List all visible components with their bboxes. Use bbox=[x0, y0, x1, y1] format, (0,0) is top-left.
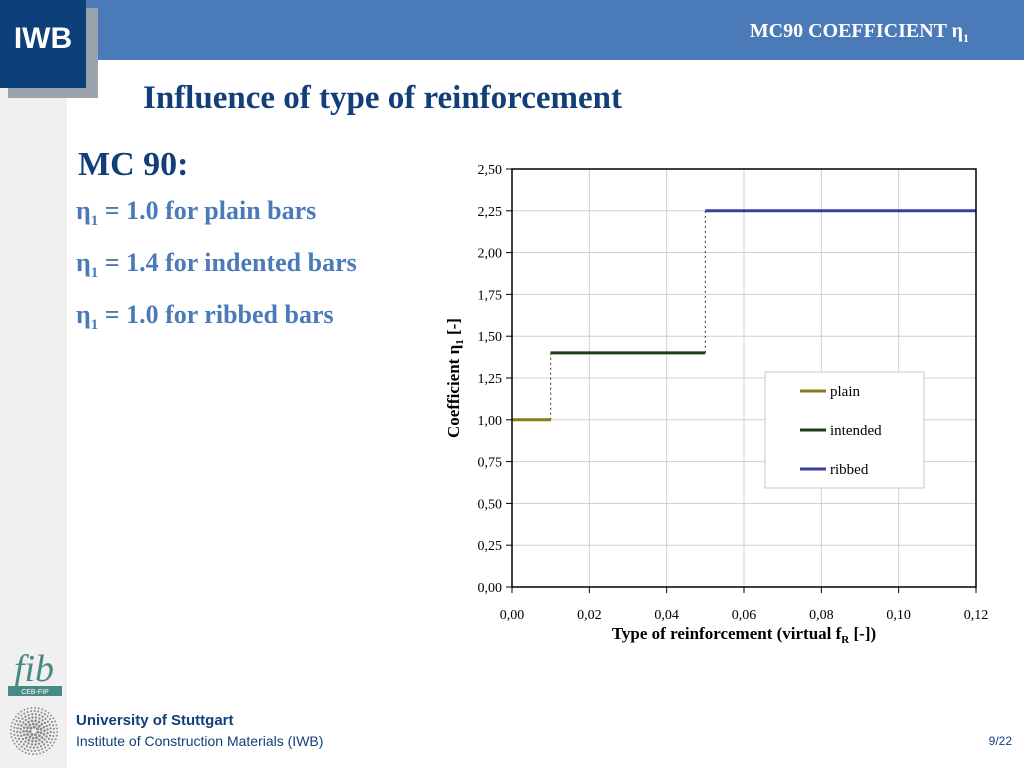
x-tick-label: 0,04 bbox=[654, 608, 679, 623]
university-logo-icon bbox=[9, 706, 59, 756]
coefficient-chart: 0,00 0,25 0,50 0,75 1,00 1,25 1,50 1,75 2,00 2,25… bbox=[444, 163, 989, 646]
page-number: 9/22 bbox=[988, 734, 1012, 748]
legend-label-intended: intended bbox=[830, 423, 882, 439]
bullet-indented: η1 = 1.4 for indented bars bbox=[76, 248, 357, 282]
left-strip bbox=[0, 0, 67, 768]
chart-legend: plain intended ribbed bbox=[764, 371, 925, 489]
chart-ticks: 0,00 0,25 0,50 0,75 1,00 1,25 1,50 1,75 2,00 2,25… bbox=[478, 163, 989, 623]
header-bar: MC90 COEFFICIENT η1 bbox=[86, 0, 1024, 60]
y-tick-label: 1,75 bbox=[478, 288, 503, 303]
y-axis-label: Coefficient η1 [-] bbox=[444, 318, 466, 438]
y-tick-label: 1,00 bbox=[478, 414, 503, 429]
chart-series bbox=[512, 209, 976, 422]
x-tick-label: 0,00 bbox=[500, 608, 525, 623]
iwb-logo-text: IWB bbox=[13, 22, 73, 55]
x-tick-label: 0,02 bbox=[577, 608, 602, 623]
y-tick-label: 2,00 bbox=[478, 247, 503, 262]
x-tick-label: 0,10 bbox=[886, 608, 911, 623]
y-tick-label: 0,00 bbox=[478, 581, 503, 596]
x-tick-label: 0,06 bbox=[732, 608, 757, 623]
footer-university: University of Stuttgart bbox=[76, 712, 234, 729]
legend-label-ribbed: ribbed bbox=[830, 462, 869, 478]
bullet-plain: η1 = 1.0 for plain bars bbox=[76, 196, 317, 230]
svg-text:fib: fib bbox=[14, 648, 54, 690]
svg-text:CEB-FIP: CEB-FIP bbox=[21, 689, 49, 696]
y-tick-label: 2,25 bbox=[478, 205, 503, 220]
page-title: Influence of type of reinforcement bbox=[143, 80, 622, 116]
y-tick-label: 1,50 bbox=[478, 330, 503, 345]
mc-heading: MC 90: bbox=[78, 146, 189, 183]
x-tick-label: 0,08 bbox=[809, 608, 834, 623]
header-title: MC90 COEFFICIENT η1 bbox=[749, 20, 969, 45]
y-tick-label: 0,25 bbox=[478, 539, 503, 554]
y-tick-label: 2,50 bbox=[478, 163, 503, 178]
fib-logo: fib CEB-FIP bbox=[8, 648, 62, 696]
x-axis-label: Type of reinforcement (virtual fR [-]) bbox=[612, 624, 876, 646]
legend-label-plain: plain bbox=[830, 384, 860, 400]
y-tick-label: 0,75 bbox=[478, 456, 503, 471]
bullet-ribbed: η1 = 1.0 for ribbed bars bbox=[76, 300, 334, 334]
chart-connectors bbox=[550, 210, 706, 420]
footer-institute: Institute of Construction Materials (IWB… bbox=[76, 733, 324, 749]
y-tick-label: 0,50 bbox=[478, 497, 503, 512]
chart-grid bbox=[512, 169, 976, 587]
x-tick-label: 0,12 bbox=[964, 608, 989, 623]
iwb-logo: IWB bbox=[0, 0, 86, 88]
y-tick-label: 1,25 bbox=[478, 372, 503, 387]
